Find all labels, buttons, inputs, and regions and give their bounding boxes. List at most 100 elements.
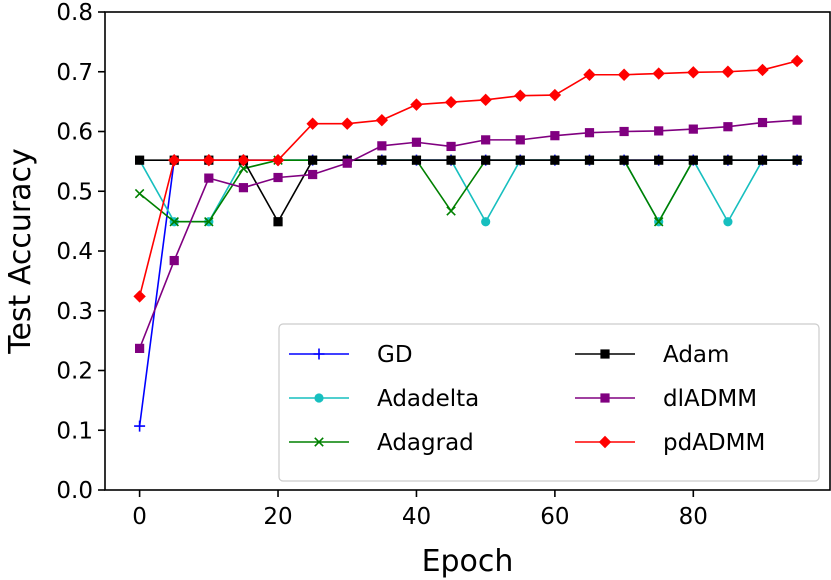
x-tick-label: 80 — [679, 504, 708, 530]
data-point-pdadmm — [410, 98, 423, 111]
data-point-dladmm — [135, 343, 145, 353]
legend-marker-dladmm — [600, 393, 610, 403]
legend-label-adagrad: Adagrad — [377, 430, 474, 456]
legend: GD Adadelta Adagrad Adam dlADMM pdADMM — [278, 323, 820, 482]
x-tick-label: 40 — [402, 504, 431, 530]
y-tick-label: 0.3 — [56, 299, 93, 325]
data-point-dladmm — [446, 141, 456, 152]
data-point-adagrad — [653, 216, 664, 227]
data-point-pdadmm — [168, 153, 181, 167]
legend-label-adadelta: Adadelta — [377, 386, 479, 412]
data-point-dladmm — [619, 126, 629, 137]
data-point-adagrad — [204, 216, 214, 227]
legend-label-adam: Adam — [663, 342, 729, 368]
data-point-pdadmm — [687, 66, 700, 79]
legend-item-dladmm: dlADMM — [575, 386, 757, 412]
series-line-dladmm — [138, 119, 798, 349]
series-line-adadelta — [138, 159, 798, 223]
data-point-pdadmm — [271, 153, 285, 167]
data-point-pdadmm — [514, 89, 527, 102]
data-point-adam — [792, 155, 802, 165]
data-point-adagrad — [169, 216, 179, 227]
data-point-adam — [308, 155, 318, 165]
data-point-pdadmm — [444, 96, 458, 109]
data-point-pdadmm — [306, 117, 319, 130]
data-point-pdadmm — [617, 68, 631, 81]
data-point-pdadmm — [756, 63, 769, 77]
data-point-pdadmm — [790, 54, 804, 68]
data-point-dladmm — [273, 172, 283, 183]
data-point-dladmm — [342, 158, 352, 168]
x-axis-label: Epoch — [422, 544, 514, 579]
data-point-adam — [135, 155, 145, 165]
y-tick-label: 0.0 — [56, 478, 93, 504]
legend-marker-adadelta — [314, 393, 324, 403]
data-point-adam — [723, 155, 733, 165]
data-point-adam — [515, 155, 525, 165]
legend-label-gd: GD — [377, 342, 413, 368]
legend-marker-gd — [313, 348, 325, 360]
data-point-pdadmm — [237, 153, 250, 167]
x-tick-label: 0 — [132, 504, 147, 530]
data-point-dladmm — [515, 135, 525, 145]
legend-item-adadelta: Adadelta — [289, 386, 479, 412]
data-point-pdadmm — [583, 68, 596, 81]
data-point-gd — [134, 420, 146, 432]
legend-item-pdadmm: pdADMM — [575, 430, 765, 456]
legend-box — [278, 323, 820, 482]
legend-marker-adam — [600, 349, 610, 359]
series-adadelta — [135, 155, 802, 227]
series-line-pdadmm — [138, 60, 798, 297]
data-point-dladmm — [757, 117, 768, 128]
series-layer — [133, 54, 804, 432]
legend-item-adagrad: Adagrad — [289, 430, 474, 456]
data-point-dladmm — [550, 131, 560, 141]
legend-marker-pdadmm — [598, 435, 612, 449]
data-point-dladmm — [238, 183, 249, 193]
data-point-pdadmm — [133, 290, 146, 303]
data-point-pdadmm — [202, 153, 216, 167]
data-point-adam — [377, 155, 387, 165]
data-point-dladmm — [688, 124, 698, 134]
data-point-pdadmm — [652, 67, 665, 80]
data-point-pdadmm — [479, 93, 492, 107]
y-tick-label: 0.8 — [56, 0, 93, 26]
y-tick-label: 0.2 — [56, 359, 93, 385]
data-point-adadelta — [723, 217, 733, 227]
legend-label-pdadmm: pdADMM — [663, 430, 765, 456]
data-point-adagrad — [446, 206, 456, 216]
legend-label-dladmm: dlADMM — [663, 386, 757, 412]
axes-layer: 0.0 0.1 0.2 0.3 0.4 0.5 0.6 0.7 0.8 0 20 40 60 80 — [56, 0, 708, 530]
data-point-dladmm — [723, 122, 733, 132]
data-point-dladmm — [411, 137, 422, 147]
data-point-dladmm — [169, 255, 179, 266]
y-tick-label: 0.5 — [56, 179, 93, 205]
data-point-pdadmm — [721, 65, 735, 78]
data-point-adam — [757, 155, 768, 165]
y-axis-label: Test Accuracy — [3, 148, 38, 355]
legend-item-gd: GD — [289, 342, 413, 368]
data-point-dladmm — [204, 173, 214, 183]
x-tick-label: 60 — [540, 504, 569, 530]
data-point-dladmm — [654, 126, 664, 136]
series-line-adagrad — [139, 159, 798, 223]
data-point-adam — [481, 155, 491, 165]
data-point-adam — [411, 155, 422, 165]
y-tick-label: 0.7 — [56, 60, 93, 86]
data-point-adam — [654, 155, 664, 165]
data-point-adam — [584, 155, 595, 165]
data-point-pdadmm — [341, 117, 354, 130]
data-point-adam — [446, 155, 456, 165]
legend-marker-adagrad — [314, 437, 324, 447]
legend-item-adam: Adam — [575, 342, 729, 368]
series-line-adam — [139, 159, 798, 223]
data-point-pdadmm — [548, 88, 562, 102]
data-point-adam — [273, 217, 283, 227]
x-tick-label: 20 — [263, 504, 292, 530]
series-pdadmm — [133, 54, 804, 303]
series-dladmm — [135, 115, 802, 353]
y-tick-label: 0.1 — [56, 418, 93, 444]
y-tick-label: 0.4 — [56, 239, 93, 265]
data-point-adadelta — [481, 217, 491, 227]
data-point-dladmm — [792, 115, 802, 125]
